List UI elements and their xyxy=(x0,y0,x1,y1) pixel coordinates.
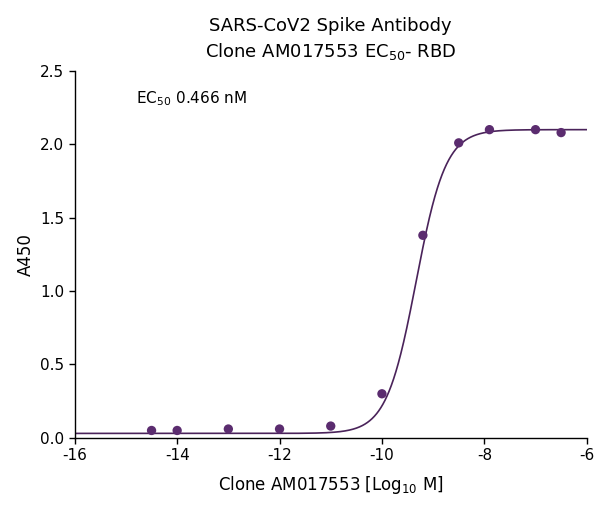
Point xyxy=(377,390,387,398)
Point xyxy=(326,422,335,430)
Title: SARS-CoV2 Spike Antibody
Clone AM017553 EC$_{50}$- RBD: SARS-CoV2 Spike Antibody Clone AM017553 … xyxy=(205,16,456,62)
Point xyxy=(147,426,156,435)
Y-axis label: A450: A450 xyxy=(16,233,35,276)
X-axis label: Clone AM017553 [Log$_{10}$ M]: Clone AM017553 [Log$_{10}$ M] xyxy=(218,475,444,497)
Point xyxy=(172,426,182,435)
Point xyxy=(224,425,233,433)
Point xyxy=(485,126,494,134)
Point xyxy=(556,128,566,136)
Text: EC$_{50}$ 0.466 nM: EC$_{50}$ 0.466 nM xyxy=(136,89,247,108)
Point xyxy=(418,231,428,240)
Point xyxy=(454,139,464,147)
Point xyxy=(530,126,540,134)
Point xyxy=(275,425,285,433)
